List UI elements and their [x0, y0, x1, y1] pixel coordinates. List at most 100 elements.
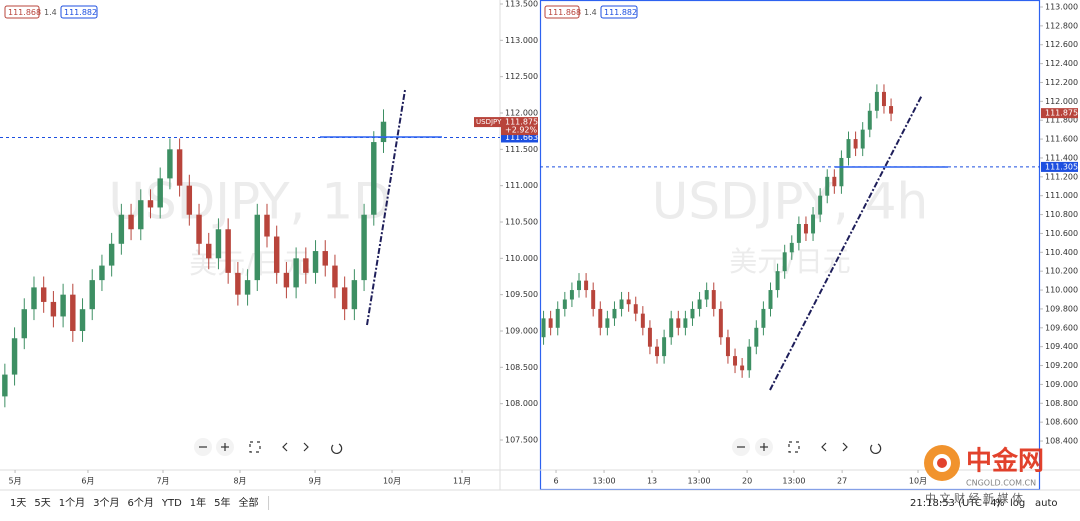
candle-body — [782, 252, 787, 272]
candle-body — [128, 214, 134, 230]
candle-body — [889, 106, 894, 114]
candle-body — [655, 346, 660, 357]
range-button[interactable]: 5年 — [214, 496, 230, 509]
candle-body — [548, 318, 553, 328]
candle-body — [322, 251, 328, 266]
y-tick-label: 108.500 — [505, 363, 538, 372]
y-tick-label: 112.000 — [1045, 97, 1078, 106]
candle-body — [50, 301, 57, 317]
candle-body — [662, 337, 667, 357]
candle-body — [569, 290, 574, 300]
range-button[interactable]: YTD — [161, 498, 182, 509]
reference-tag — [1041, 161, 1078, 172]
range-button[interactable]: 1个月 — [59, 497, 85, 509]
range-button[interactable]: 1年 — [190, 496, 206, 509]
candle-body — [803, 224, 808, 234]
y-tick-label: 112.400 — [1045, 59, 1078, 68]
y-tick-label: 111.600 — [1045, 135, 1078, 144]
x-tick-label: 6月 — [81, 477, 94, 486]
x-tick-label: 10月 — [909, 477, 927, 486]
legend-value: 111.882 — [604, 8, 637, 17]
logo-slogan: 中 文 财 经 新 媒 体 — [925, 491, 1023, 505]
candle-body — [867, 110, 872, 130]
candle-body — [215, 229, 222, 259]
range-button[interactable]: 5天 — [34, 498, 50, 509]
candle-body — [811, 214, 816, 234]
x-tick-label: 11月 — [453, 477, 471, 486]
y-tick-label: 110.500 — [505, 217, 538, 226]
logo-domain: CNGOLD.COM.CN — [966, 479, 1036, 488]
candle-body — [244, 280, 251, 295]
candle-body — [754, 327, 759, 347]
y-tick-label: 109.600 — [1045, 323, 1078, 332]
y-tick-label: 109.000 — [1045, 380, 1078, 389]
candle-body — [640, 313, 645, 328]
scale-option[interactable]: log — [1010, 498, 1025, 509]
range-button[interactable]: 6个月 — [128, 497, 154, 509]
y-tick-label: 112.500 — [505, 72, 538, 81]
candle-body — [380, 121, 387, 143]
plot-layer: 113.500 113.000 112.500 112.000 111.500 111.0… — [0, 0, 1078, 486]
candle-body — [690, 308, 695, 319]
range-buttons: 1天 5天 1个月 3个月 6个月 YTD 1年 5年 全部 — [10, 496, 270, 510]
scale-option[interactable]: % — [995, 498, 1005, 509]
scale-option[interactable]: auto — [1035, 498, 1058, 509]
x-tick-label: 8月 — [233, 477, 246, 486]
candle-body — [683, 318, 688, 328]
candle-body — [562, 299, 567, 309]
candle-body — [361, 214, 367, 281]
toolbar — [0, 490, 1080, 517]
candle-body — [711, 290, 716, 309]
candle-body — [704, 290, 709, 300]
reference-tag — [501, 132, 538, 143]
candle-body — [669, 318, 674, 338]
range-button[interactable]: 全部 — [239, 496, 259, 509]
candle-body — [312, 251, 319, 273]
y-tick-label: 112.200 — [1045, 78, 1078, 87]
candle-body — [881, 91, 886, 107]
logo: 中金网 CNGOLD.COM.CN 中 文 财 经 新 媒 体 — [924, 445, 1044, 505]
candle-body — [839, 157, 844, 187]
candle-body — [697, 299, 702, 309]
candle-body — [303, 258, 309, 273]
price-tag-label: 111.875 — [1045, 109, 1078, 118]
y-tick-label: 108.600 — [1045, 418, 1078, 427]
y-tick-label: 111.000 — [505, 181, 538, 190]
candle-body — [747, 346, 752, 371]
y-tick-label: 109.500 — [505, 290, 538, 299]
candle-body — [825, 176, 830, 196]
legend-value: 111.868 — [548, 8, 581, 17]
watermark: USDJPY, 1D — [108, 173, 391, 231]
legend-box — [4, 5, 40, 19]
candle-body — [647, 327, 652, 347]
candle-body — [79, 309, 86, 331]
range-button[interactable]: 1天 — [10, 498, 26, 509]
x-tick-label: 13:00 — [688, 477, 711, 486]
range-button[interactable]: 3个月 — [93, 497, 119, 509]
candle-body — [541, 318, 546, 338]
clock: 21:18:53 (UTC+4) — [910, 498, 1001, 509]
legend-value: 1.4 — [584, 8, 597, 17]
y-tick-label: 109.800 — [1045, 304, 1078, 313]
price-tag-label: 111.875 — [505, 118, 538, 127]
zoom-controls[interactable] — [194, 438, 882, 456]
y-tick-label: 110.200 — [1045, 267, 1078, 276]
candle-body — [818, 195, 823, 215]
candle-body — [70, 294, 76, 331]
price-tag — [501, 117, 538, 136]
candle-body — [846, 139, 851, 158]
candle-body — [718, 308, 723, 338]
candle-body — [176, 149, 183, 186]
trend-line — [366, 89, 406, 326]
legend-box — [600, 5, 638, 19]
candle-body — [341, 287, 348, 310]
y-tick-label: 109.400 — [1045, 342, 1078, 351]
x-tick-label: 5月 — [9, 477, 22, 486]
candle-body — [351, 280, 358, 310]
symbol-tag-label: USDJPY — [476, 118, 502, 126]
y-tick-label: 112.600 — [1045, 40, 1078, 49]
y-tick-label: 111.800 — [1045, 116, 1078, 125]
candle-body — [676, 318, 681, 328]
reference-tag-label: 111.663 — [505, 133, 538, 142]
